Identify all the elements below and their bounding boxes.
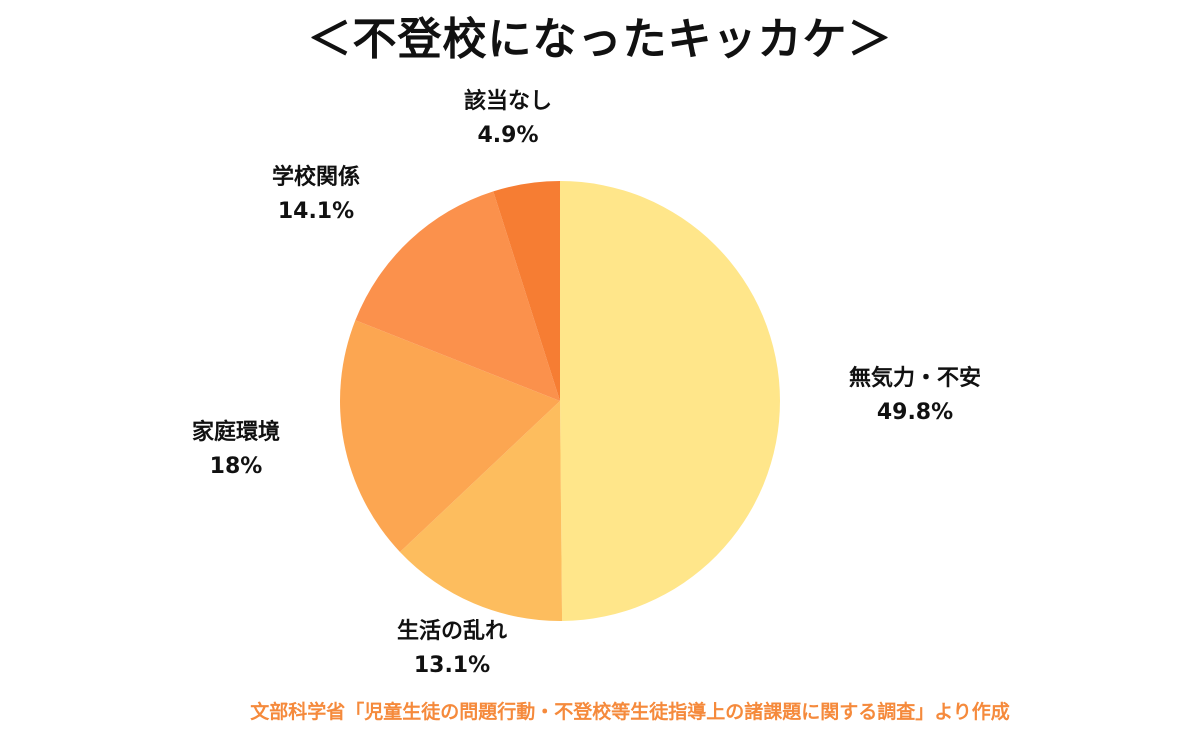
chart-title: ＜不登校になったキッカケ＞ xyxy=(307,14,893,65)
slice-value-label: 18% xyxy=(210,454,263,479)
slice-category-label: 学校関係 xyxy=(272,164,360,190)
slice-value-label: 13.1% xyxy=(414,653,490,678)
pie-slice xyxy=(340,320,560,552)
slice-category-label: 生活の乱れ xyxy=(397,619,507,644)
pie-slice xyxy=(355,191,560,401)
pie-slice xyxy=(399,401,563,621)
slice-value-label: 14.1% xyxy=(278,199,354,224)
pie-slice xyxy=(560,181,780,621)
slice-category-label: 該当なし xyxy=(464,88,552,114)
slice-category-label: 家庭環境 xyxy=(192,419,280,445)
slice-value-label: 4.9% xyxy=(477,123,538,148)
pie-labels: 無気力・不安 49.8% 生活の乱れ 13.1% 家庭環境 18% 学校関係 14.1% 該当な… xyxy=(192,88,981,678)
slice-category-label: 無気力・不安 xyxy=(849,365,981,391)
pie-slices xyxy=(340,181,780,621)
source-note: 文部科学省「児童生徒の問題行動・不登校等生徒指導上の諸課題に関する調査」より作成 xyxy=(250,701,1010,723)
pie-slice xyxy=(493,181,560,401)
slice-value-label: 49.8% xyxy=(877,400,953,425)
